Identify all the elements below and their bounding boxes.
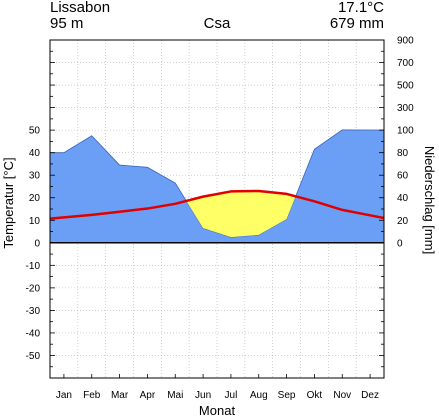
month-label: Sep — [278, 390, 296, 401]
temperature-tick-label: -50 — [26, 351, 41, 362]
month-label: Jan — [56, 390, 72, 401]
precipitation-tick-label: 60 — [397, 171, 409, 182]
temperature-tick-label: 10 — [29, 216, 41, 227]
temperature-tick-label: -40 — [26, 328, 41, 339]
precipitation-tick-label: 0 — [397, 238, 403, 249]
month-label: Jun — [195, 390, 211, 401]
month-label: Mai — [167, 390, 183, 401]
temperature-tick-label: 20 — [29, 193, 41, 204]
temperature-line — [49, 189, 385, 220]
month-label: Okt — [307, 390, 323, 401]
temperature-tick-label: -10 — [26, 261, 41, 272]
mean-annual-temperature: 17.1°C — [337, 0, 384, 16]
temperature-tick-label: 30 — [29, 171, 41, 182]
temperature-tick-label: 0 — [34, 238, 40, 249]
precipitation-tick-label: 300 — [397, 103, 414, 114]
temperature-tick-label: -30 — [26, 306, 41, 317]
month-label: Nov — [333, 390, 351, 401]
station-elevation: 95 m — [50, 15, 84, 32]
precipitation-tick-label: 900 — [397, 36, 414, 47]
precipitation-tick-label: 100 — [397, 126, 414, 137]
month-label: Jul — [225, 390, 238, 401]
climate-classification: Csa — [203, 15, 231, 32]
precipitation-tick-label: 500 — [397, 81, 414, 92]
precipitation-tick-label: 80 — [397, 148, 409, 159]
y2-axis-title: Niederschlag [mm] — [422, 146, 437, 254]
y-axis-title: Temperatur [°C] — [1, 157, 16, 248]
temperature-tick-label: -20 — [26, 283, 41, 294]
precipitation-tick-label: 40 — [397, 193, 409, 204]
precipitation-tick-label: 20 — [397, 216, 409, 227]
temperature-tick-label: 40 — [29, 148, 41, 159]
station-name: Lissabon — [50, 0, 111, 16]
humid-area — [49, 129, 385, 244]
precipitation-tick-label: 700 — [397, 58, 414, 69]
month-label: Apr — [140, 390, 156, 401]
precipitation-tick-labels: 0 20 40 60 80 100 300 500 700 900 — [397, 36, 414, 250]
temperature-tick-label: 50 — [29, 126, 41, 137]
month-label: Aug — [250, 390, 268, 401]
arid-area — [186, 190, 296, 238]
month-labels: Jan Feb Mar Apr Mai Jun Jul Aug Sep Okt Nov Dez — [56, 390, 379, 401]
x-axis-title: Monat — [199, 403, 236, 418]
month-label: Feb — [83, 390, 101, 401]
annual-precipitation: 679 mm — [329, 15, 384, 32]
temperature-tick-labels: -50 -40 -30 -20 -10 0 10 20 30 40 50 — [26, 126, 41, 362]
month-label: Mar — [111, 390, 129, 401]
month-label: Dez — [361, 390, 379, 401]
axis-ticks — [50, 39, 384, 379]
